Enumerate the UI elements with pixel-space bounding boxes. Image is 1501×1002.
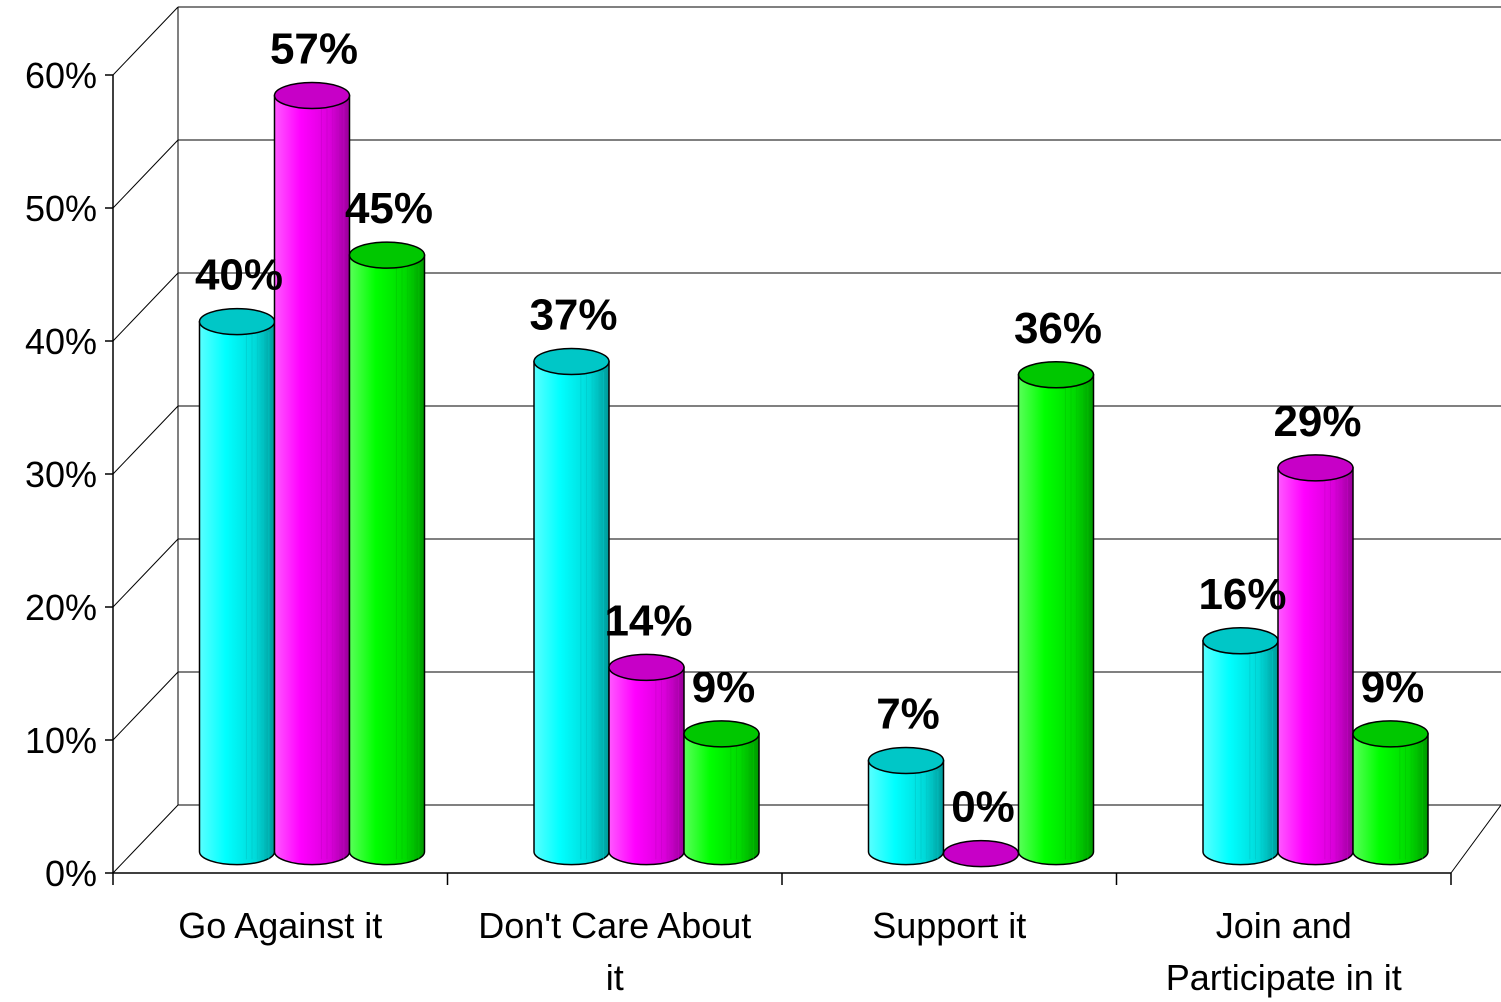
category-label: Join and: [1216, 905, 1352, 946]
data-label: 29%: [1273, 397, 1361, 446]
bar-body: [348, 254, 426, 866]
bar-top: [533, 347, 610, 376]
category-label: Participate in it: [1166, 957, 1402, 998]
data-label: 9%: [1361, 663, 1425, 712]
side-wall-line: [112, 538, 179, 608]
bar-top: [273, 81, 351, 110]
data-label: 37%: [529, 291, 617, 340]
data-label: 45%: [345, 184, 433, 233]
y-tick-label: 40%: [25, 321, 97, 362]
floor-right-edge: [1450, 804, 1501, 874]
data-label: 7%: [876, 690, 940, 739]
bar-top: [1017, 361, 1095, 389]
data-label: 9%: [692, 663, 756, 712]
bar-0-2: [348, 241, 426, 866]
bar-3-0: [1202, 627, 1279, 866]
bar-2-1: [942, 839, 1020, 868]
side-wall-line: [112, 405, 179, 475]
category-label: it: [606, 957, 624, 998]
bar-top: [608, 653, 685, 682]
bar-body: [1277, 467, 1354, 866]
bar-top: [683, 720, 760, 748]
side-wall-line: [112, 272, 179, 342]
y-tick-label: 60%: [25, 55, 97, 96]
bar-top: [348, 241, 426, 269]
data-label: 16%: [1198, 570, 1286, 619]
data-label: 40%: [195, 251, 283, 300]
y-tick-label: 20%: [25, 587, 97, 628]
bar-top: [867, 746, 945, 775]
bar-2-0: [867, 746, 945, 866]
y-tick-label: 0%: [45, 853, 97, 894]
axis-layer: 0% 10% 20% 30% 40% 50% 60% Go Against it Don't C…: [25, 55, 1501, 998]
side-wall-line: [112, 671, 179, 741]
bar-body: [867, 759, 945, 866]
bar-body: [1352, 733, 1429, 866]
bar-body: [198, 320, 276, 866]
data-label: 0%: [951, 783, 1015, 832]
side-wall-line: [112, 804, 179, 874]
side-wall-line: [112, 6, 179, 76]
data-label: 57%: [270, 25, 358, 74]
bar-body: [533, 360, 610, 866]
bar-top: [942, 839, 1020, 868]
bar-0-0: [198, 307, 276, 866]
bar-1-2: [683, 720, 760, 866]
side-wall-line: [112, 139, 179, 209]
category-label: Support it: [872, 905, 1026, 946]
bar-3-1: [1277, 454, 1354, 866]
bar-body: [273, 94, 351, 866]
data-label: 14%: [604, 596, 692, 645]
bar-0-1: [273, 81, 351, 866]
bar-top: [1277, 454, 1354, 482]
bar-1-0: [533, 347, 610, 866]
y-tick-label: 30%: [25, 454, 97, 495]
bar-top: [1202, 627, 1279, 655]
bar-body: [1017, 374, 1095, 866]
bars-layer: [198, 81, 1429, 868]
bar-1-1: [608, 653, 685, 866]
bar-2-2: [1017, 361, 1095, 866]
bar-3-2: [1352, 720, 1429, 866]
labels-layer: 40%57%45%37%14%9%7%0%36%16%29%9%: [195, 25, 1424, 832]
category-label: Go Against it: [178, 905, 382, 946]
y-tick-label: 50%: [25, 188, 97, 229]
bar-body: [1202, 640, 1279, 866]
bar-top: [1352, 720, 1429, 748]
bar-body: [683, 733, 760, 866]
data-label: 36%: [1014, 304, 1102, 353]
category-label: Don't Care About: [478, 905, 751, 946]
bar-body: [608, 666, 685, 866]
y-tick-label: 10%: [25, 720, 97, 761]
bar-top: [198, 307, 276, 336]
